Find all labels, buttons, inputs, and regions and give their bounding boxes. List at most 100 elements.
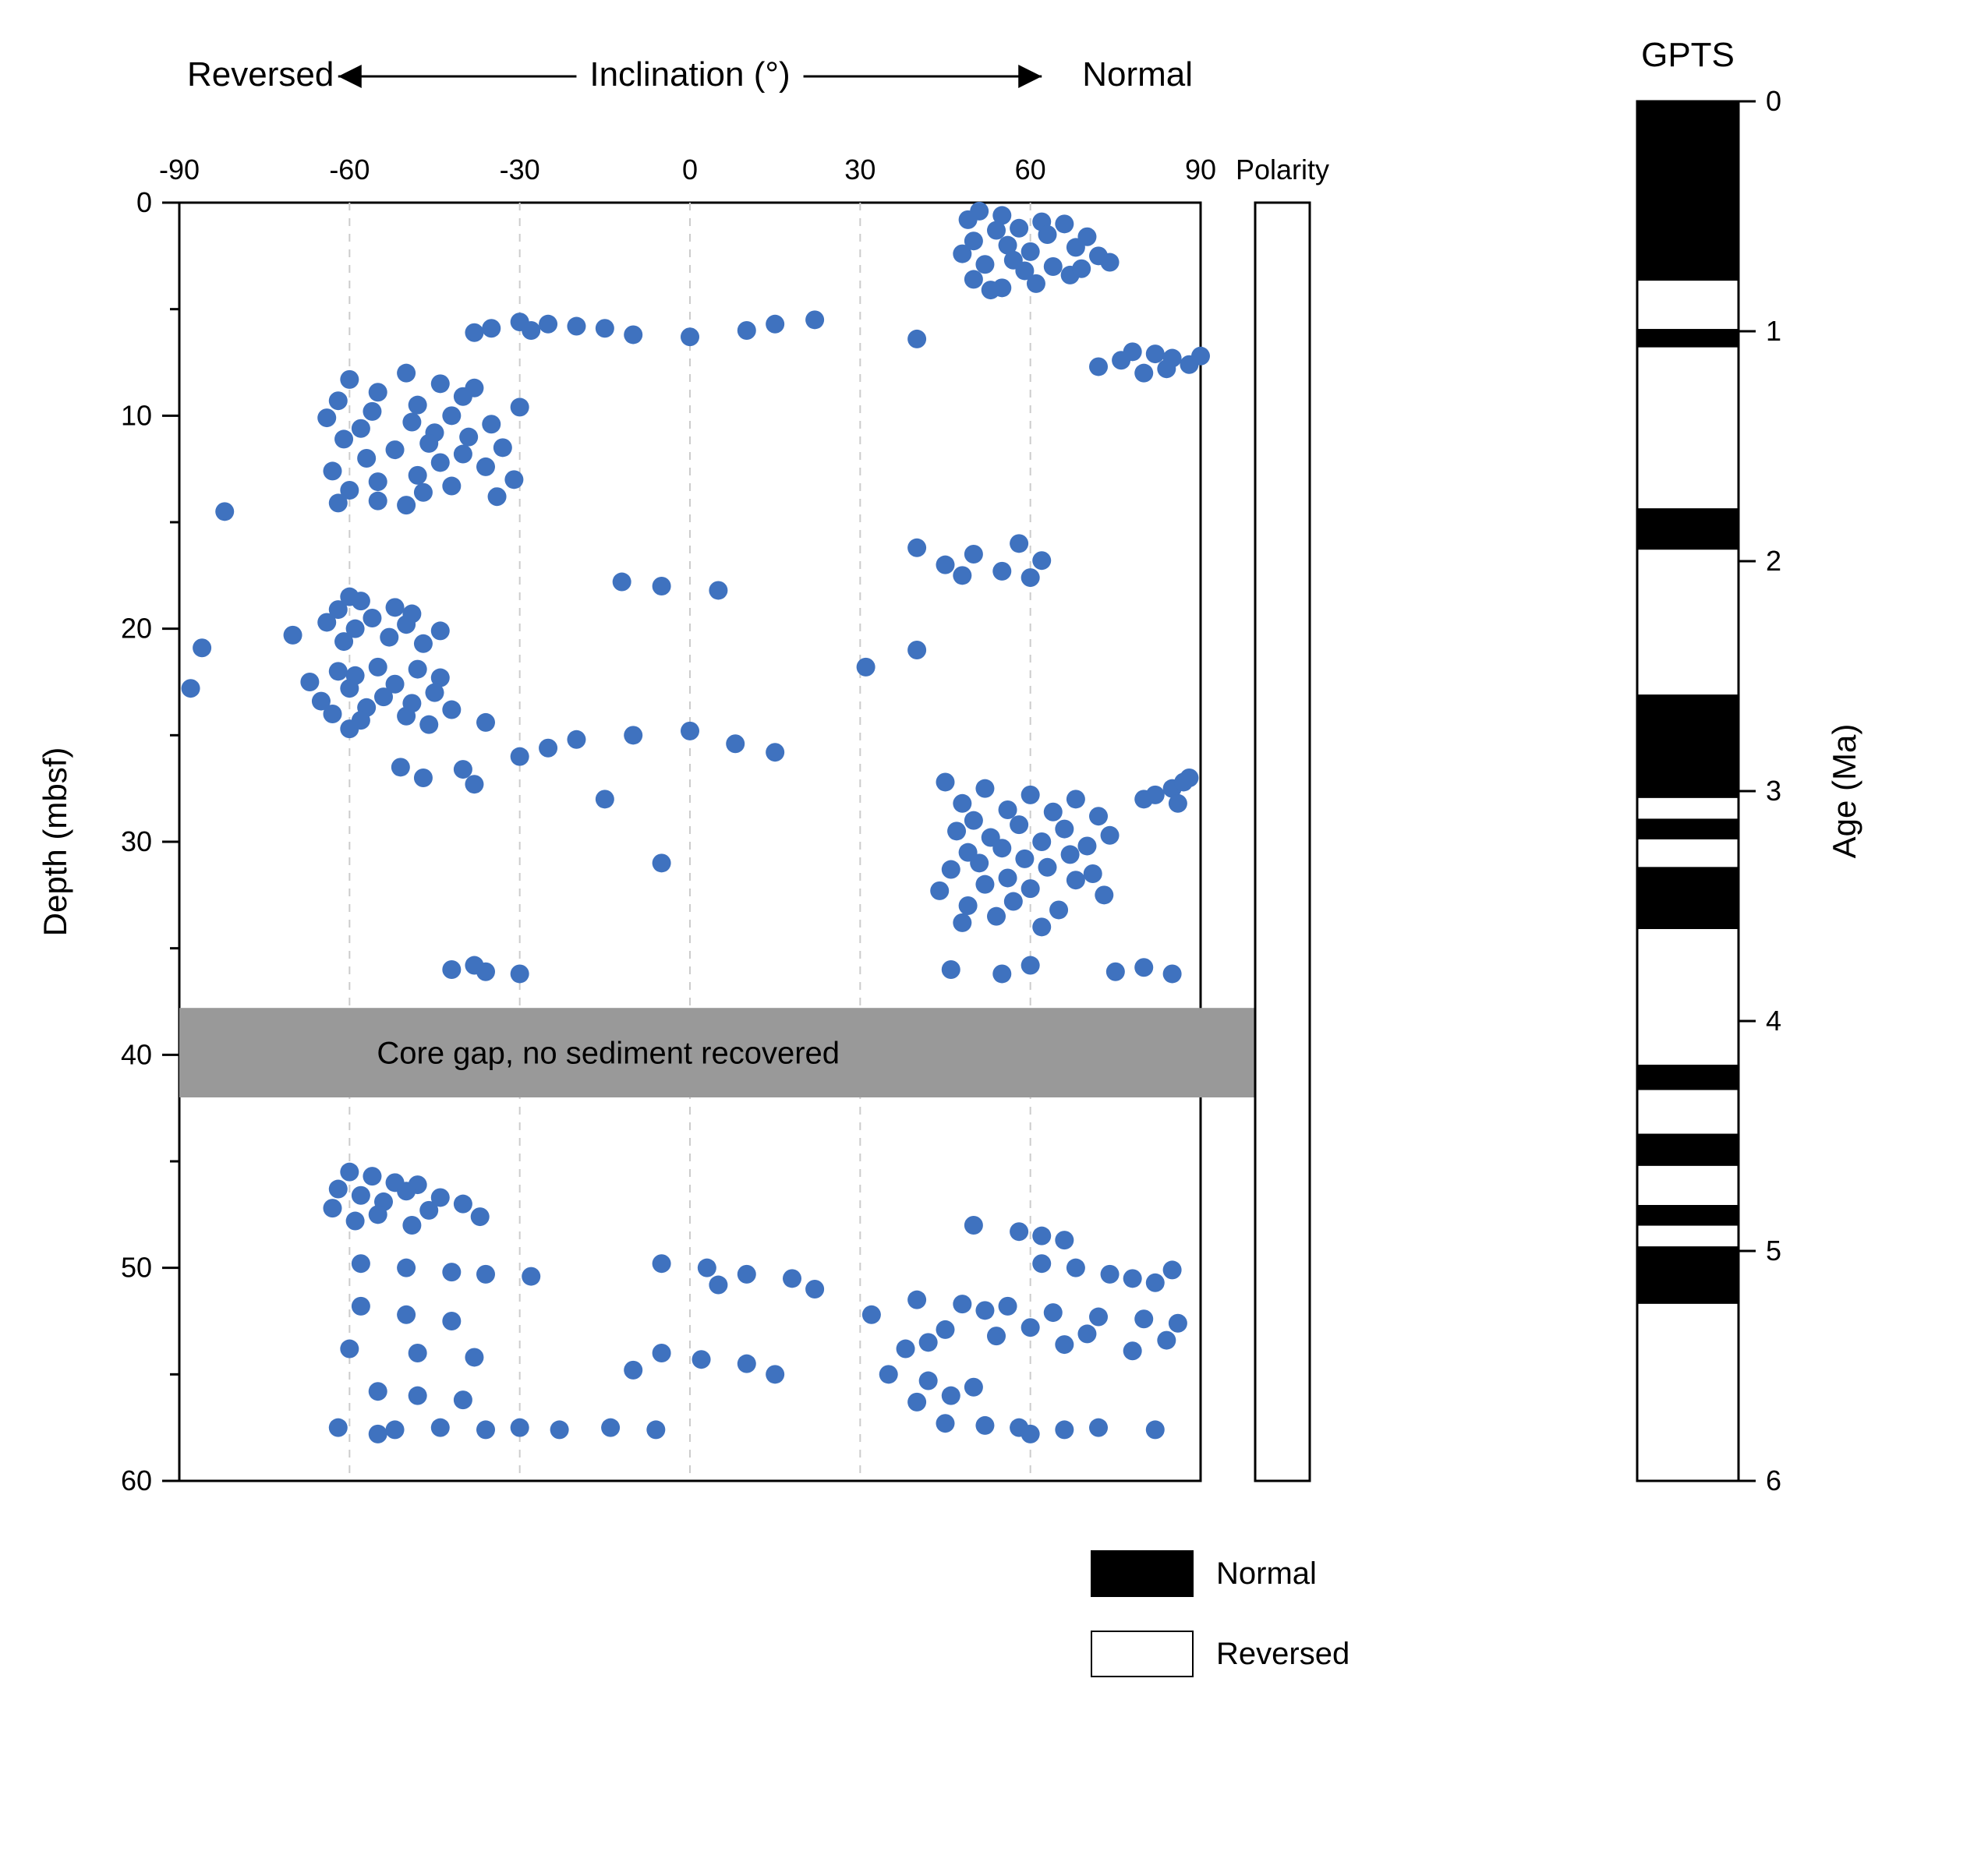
scatter-point (1146, 344, 1165, 363)
scatter-point (1174, 772, 1193, 791)
gpts-normal-interval (1637, 329, 1739, 348)
scatter-point (959, 210, 978, 229)
scatter-point (879, 1365, 898, 1383)
scatter-point (1032, 917, 1051, 936)
gpts-tick-label: 0 (1766, 85, 1781, 117)
scatter-point (992, 562, 1011, 581)
scatter-point (329, 662, 348, 680)
scatter-point (567, 730, 585, 749)
scatter-point (431, 453, 450, 472)
scatter-point (1084, 864, 1102, 883)
scatter-point (964, 1216, 983, 1235)
scatter-point (442, 1263, 461, 1281)
y-tick-label: 30 (121, 825, 152, 857)
gpts-normal-interval (1637, 1065, 1739, 1090)
scatter-point (493, 438, 512, 457)
scatter-point (1112, 351, 1130, 369)
scatter-point (419, 434, 438, 453)
y-tick-label: 60 (121, 1465, 152, 1496)
scatter-point (709, 1276, 727, 1295)
scatter-point (397, 1259, 416, 1277)
scatter-point (1032, 1227, 1051, 1246)
scatter-point (1004, 892, 1023, 911)
scatter-point (1021, 879, 1040, 898)
scatter-point (738, 321, 756, 340)
scatter-point (1169, 794, 1187, 813)
scatter-point (936, 1414, 955, 1433)
legend-reversed-swatch (1091, 1631, 1193, 1677)
scatter-point (442, 1312, 461, 1330)
scatter-point (402, 1216, 421, 1235)
scatter-point (1134, 364, 1153, 383)
scatter-point (1032, 1254, 1051, 1273)
scatter-point (953, 245, 971, 263)
scatter-point (369, 472, 387, 491)
scatter-point (476, 963, 495, 981)
scatter-point (454, 387, 472, 406)
gpts-normal-interval (1637, 694, 1739, 798)
scatter-point (805, 310, 824, 329)
scatter-point (522, 1267, 540, 1286)
scatter-point (386, 598, 405, 617)
scatter-point (300, 673, 319, 691)
scatter-point (692, 1350, 711, 1369)
scatter-point (414, 483, 433, 502)
scatter-point (340, 679, 359, 698)
scatter-point (1163, 964, 1182, 983)
gpts-normal-interval (1637, 867, 1739, 929)
scatter-point (363, 1167, 381, 1185)
scatter-point (329, 1419, 348, 1437)
scatter-point (1032, 832, 1051, 851)
gpts-normal-interval (1637, 818, 1739, 839)
scatter-point (352, 1297, 370, 1316)
y-tick-label: 50 (121, 1252, 152, 1284)
scatter-point (431, 1419, 450, 1437)
scatter-point (402, 413, 421, 432)
x-tick-label: 90 (1185, 154, 1216, 186)
scatter-point (601, 1419, 620, 1437)
scatter-point (907, 1291, 926, 1309)
scatter-point (1021, 1318, 1040, 1337)
scatter-point (919, 1372, 938, 1390)
scatter-point (766, 743, 784, 761)
x-tick-label: 0 (682, 154, 698, 186)
scatter-point (975, 1416, 994, 1435)
scatter-point (936, 1320, 955, 1339)
scatter-point (999, 1297, 1017, 1316)
scatter-point (783, 1269, 801, 1288)
scatter-point (709, 581, 727, 599)
legend-reversed-label: Reversed (1216, 1637, 1350, 1671)
scatter-point (1038, 858, 1057, 877)
scatter-point (1077, 1324, 1096, 1343)
scatter-point (465, 775, 483, 793)
scatter-point (975, 779, 994, 798)
scatter-point (346, 1212, 365, 1231)
scatter-point (1089, 357, 1108, 376)
scatter-point (182, 679, 200, 698)
scatter-point (953, 566, 971, 585)
scatter-point (465, 323, 483, 342)
scatter-point (738, 1355, 756, 1373)
gpts-normal-interval (1637, 1205, 1739, 1226)
gpts-tick-label: 3 (1766, 775, 1781, 807)
scatter-point (1089, 807, 1108, 825)
scatter-point (397, 615, 416, 634)
scatter-point (511, 398, 529, 416)
scatter-point (511, 1419, 529, 1437)
gpts-normal-interval (1637, 508, 1739, 549)
scatter-point (369, 658, 387, 677)
scatter-point (805, 1280, 824, 1298)
scatter-point (329, 493, 348, 512)
scatter-point (1089, 1419, 1108, 1437)
scatter-point (329, 391, 348, 410)
scatter-point (964, 270, 983, 288)
scatter-point (1095, 885, 1113, 904)
scatter-point (324, 1199, 342, 1217)
gpts-tick-label: 1 (1766, 315, 1781, 347)
core-gap-label: Core gap, no sediment recovered (377, 1037, 840, 1071)
scatter-point (1146, 1274, 1165, 1292)
gpts-tick-label: 5 (1766, 1235, 1781, 1267)
scatter-point (653, 1344, 671, 1362)
scatter-point (476, 713, 495, 732)
scatter-point (1055, 214, 1074, 233)
